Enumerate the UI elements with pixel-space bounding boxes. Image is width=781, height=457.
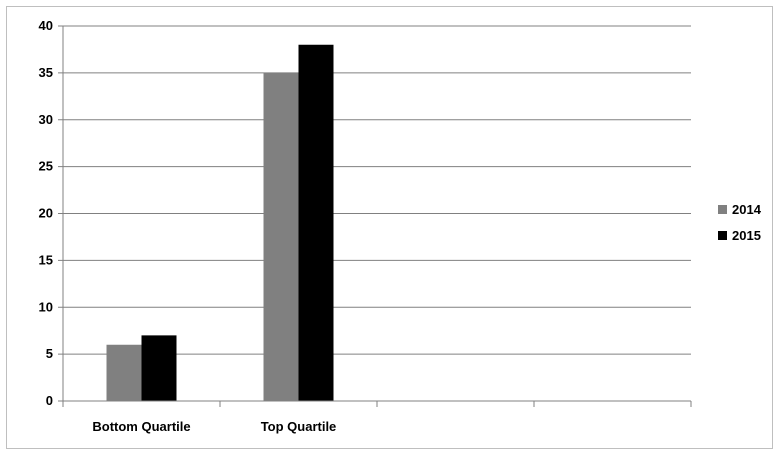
y-tick-labels: 0 5 10 15 20 25 30 35 40 xyxy=(39,18,53,408)
y-tick-label: 40 xyxy=(39,18,53,33)
axes xyxy=(58,25,692,407)
bar-2014-Top Quartile xyxy=(263,72,299,401)
y-tick-label: 30 xyxy=(39,112,53,127)
legend-swatch-2014 xyxy=(718,205,727,214)
y-tick-label: 0 xyxy=(46,393,53,408)
legend-label-2014: 2014 xyxy=(732,202,762,217)
y-tick-label: 35 xyxy=(39,65,53,80)
gridlines xyxy=(63,25,691,355)
legend-label-2015: 2015 xyxy=(732,228,761,243)
bar-chart: 0 5 10 15 20 25 30 35 40 Bottom Quartile Top Quar… xyxy=(39,18,762,434)
y-tick-label: 10 xyxy=(39,299,53,314)
y-tick-label: 15 xyxy=(39,252,53,267)
bar-2014-Bottom Quartile xyxy=(106,344,142,401)
y-tick-label: 20 xyxy=(39,206,53,221)
bar-2015-Bottom Quartile xyxy=(141,335,177,401)
legend-swatch-2015 xyxy=(718,231,727,240)
bars xyxy=(106,44,334,401)
category-labels: Bottom Quartile Top Quartile xyxy=(92,419,336,434)
y-tick-label: 25 xyxy=(39,159,53,174)
chart-frame: 0 5 10 15 20 25 30 35 40 Bottom Quartile Top Quar… xyxy=(6,6,773,449)
bar-2015-Top Quartile xyxy=(298,44,334,401)
y-tick-label: 5 xyxy=(46,346,53,361)
x-category-label: Bottom Quartile xyxy=(92,419,190,434)
legend: 2014 2015 xyxy=(718,202,762,243)
x-category-label: Top Quartile xyxy=(261,419,337,434)
